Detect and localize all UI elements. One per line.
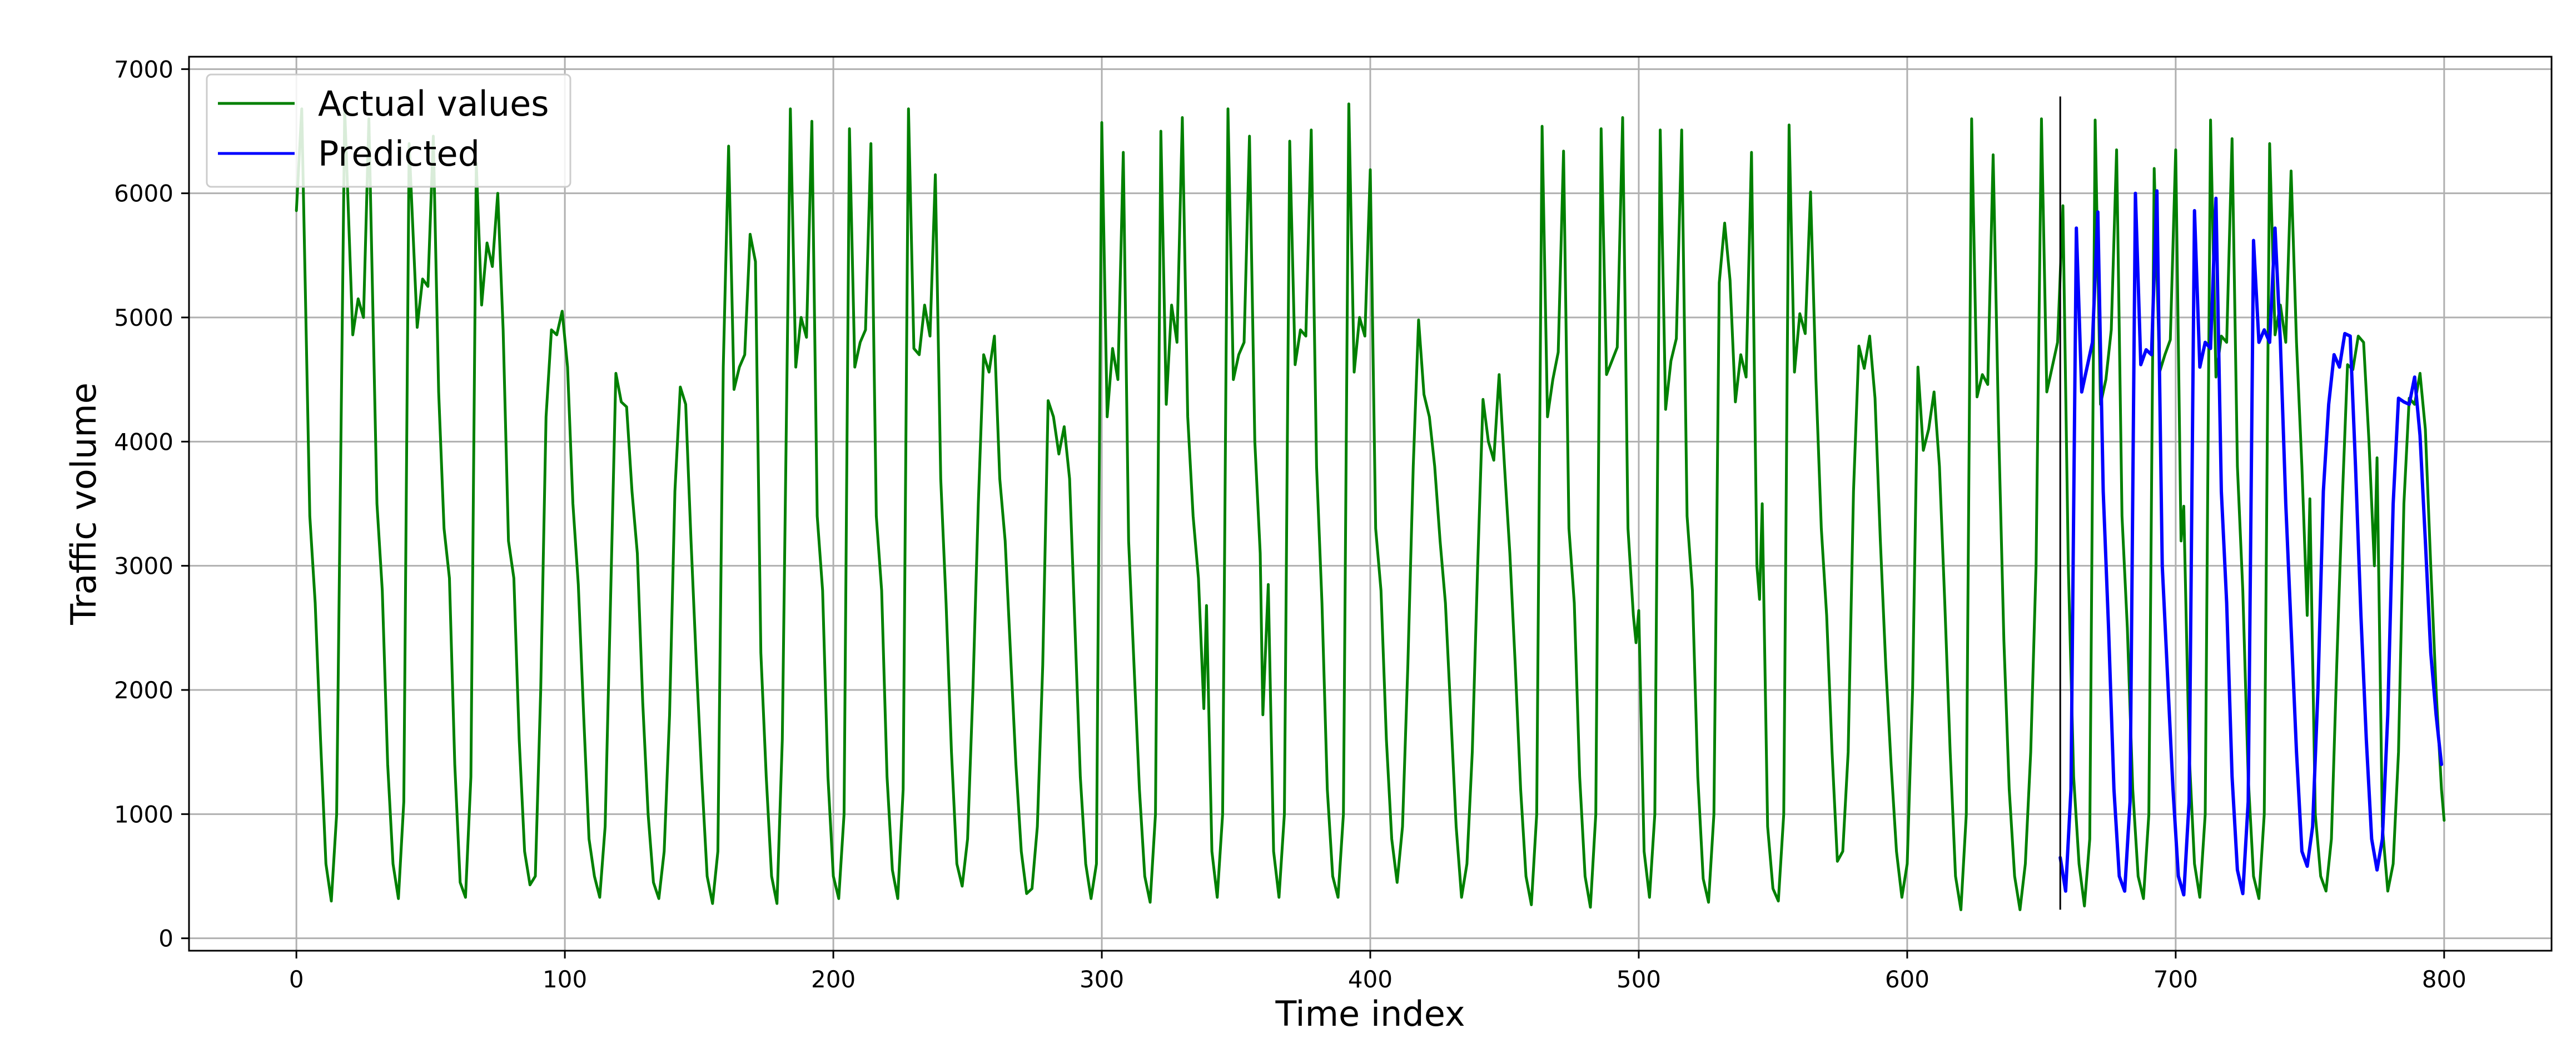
y-tick-label-7000: 7000: [114, 56, 173, 83]
y-tick-label-1000: 1000: [114, 801, 173, 828]
legend: Actual values Predicted: [206, 73, 571, 188]
legend-label-actual: Actual values: [318, 83, 549, 124]
predicted-line: [2058, 189, 2443, 897]
y-tick-label-4000: 4000: [114, 428, 173, 455]
y-tick-label-3000: 3000: [114, 553, 173, 580]
y-axis-ticks: 0 1000 2000 3000 4000 5000 6000 7000: [114, 56, 189, 952]
x-tick-label-200: 200: [811, 966, 856, 993]
x-tick-label-100: 100: [543, 966, 587, 993]
y-axis-title: Traffic volume: [63, 383, 104, 625]
x-tick-label-300: 300: [1080, 966, 1124, 993]
x-tick-label-600: 600: [1885, 966, 1929, 993]
x-tick-label-700: 700: [2154, 966, 2198, 993]
x-axis-ticks: 0 100 200 300 400 500 600 700 800: [289, 951, 2466, 993]
x-tick-label-500: 500: [1617, 966, 1661, 993]
y-tick-label-6000: 6000: [114, 180, 173, 207]
legend-box: [206, 73, 571, 188]
x-tick-label-800: 800: [2422, 966, 2466, 993]
y-tick-label-5000: 5000: [114, 304, 173, 331]
x-tick-label-400: 400: [1348, 966, 1393, 993]
x-axis-title: Time index: [1275, 994, 1465, 1034]
y-tick-label-2000: 2000: [114, 677, 173, 704]
legend-label-predicted: Predicted: [318, 133, 480, 174]
series-layer: [295, 102, 2446, 911]
y-tick-label-0: 0: [158, 925, 173, 952]
actual-values-line: [295, 102, 2446, 911]
x-tick-label-0: 0: [289, 966, 304, 993]
